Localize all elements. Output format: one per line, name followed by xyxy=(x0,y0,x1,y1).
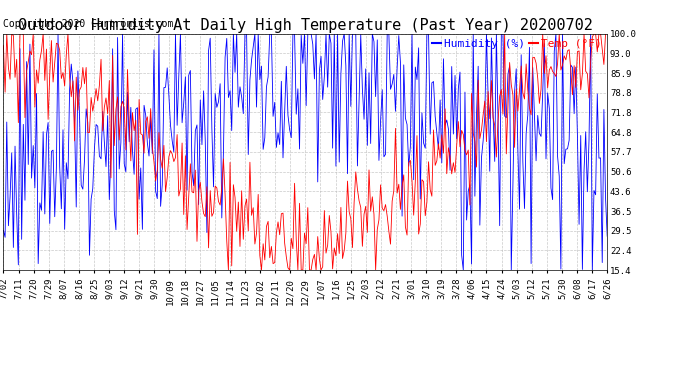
Legend: Humidity (%), Temp (°F): Humidity (%), Temp (°F) xyxy=(428,35,606,54)
Text: Copyright 2020 Cartronics.com: Copyright 2020 Cartronics.com xyxy=(3,19,174,29)
Title: Outdoor Humidity At Daily High Temperature (Past Year) 20200702: Outdoor Humidity At Daily High Temperatu… xyxy=(18,18,593,33)
